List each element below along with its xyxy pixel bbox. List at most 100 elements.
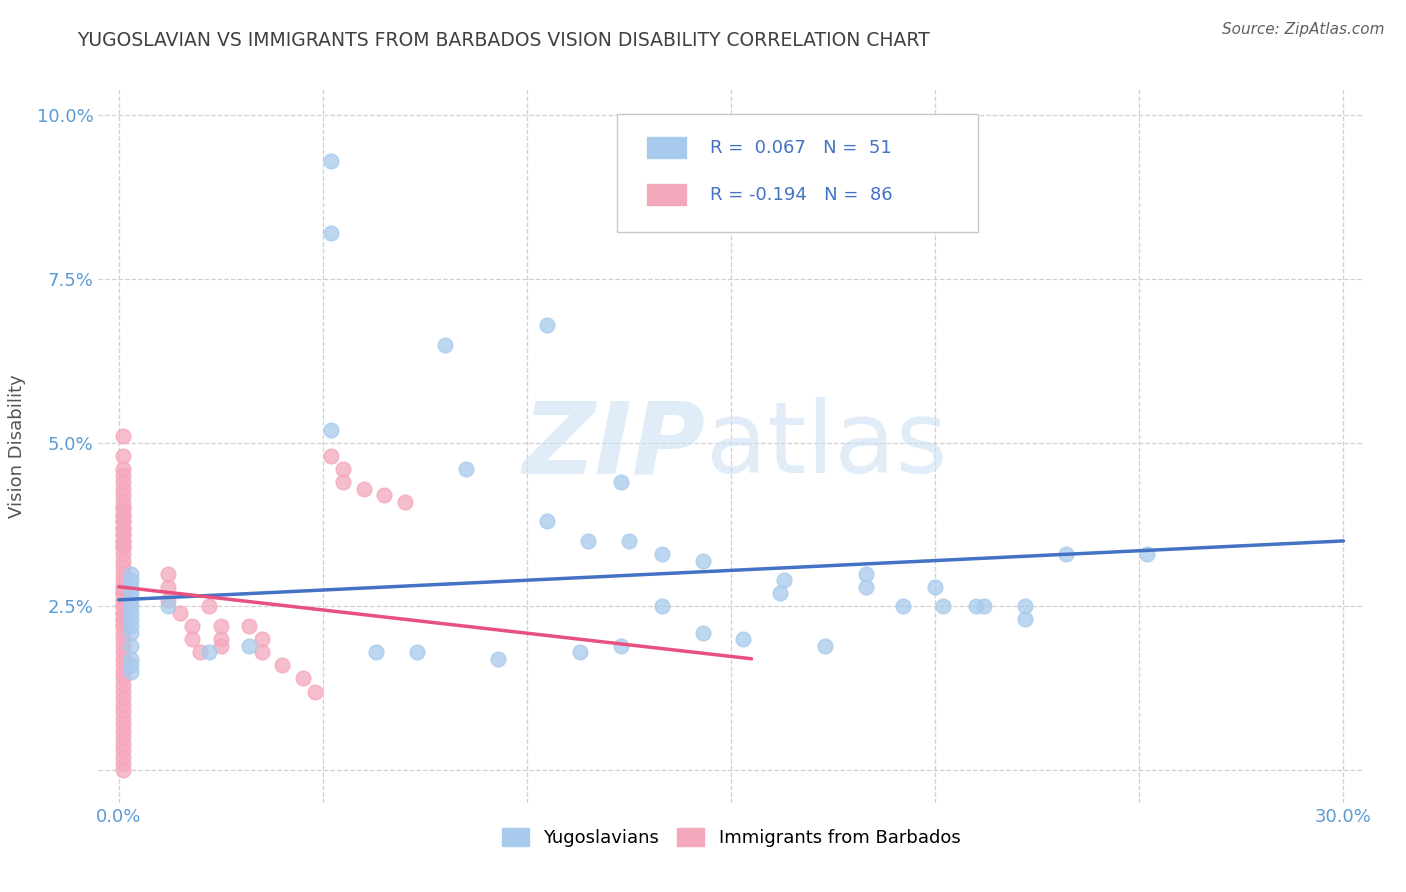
- Point: [769, 586, 792, 600]
- Point: [111, 612, 134, 626]
- Point: [405, 645, 427, 659]
- Point: [932, 599, 955, 614]
- Point: [891, 599, 914, 614]
- Point: [111, 599, 134, 614]
- Point: [238, 619, 260, 633]
- Text: R =  0.067   N =  51: R = 0.067 N = 51: [710, 139, 891, 157]
- Point: [651, 547, 673, 561]
- Point: [692, 553, 714, 567]
- Point: [610, 475, 633, 489]
- Point: [111, 566, 134, 581]
- Point: [111, 475, 134, 489]
- Point: [120, 619, 142, 633]
- Point: [111, 521, 134, 535]
- Point: [250, 645, 273, 659]
- Point: [617, 533, 640, 548]
- Point: [111, 704, 134, 718]
- Point: [111, 508, 134, 522]
- Point: [111, 711, 134, 725]
- Point: [319, 423, 342, 437]
- Point: [364, 645, 387, 659]
- Point: [111, 429, 134, 443]
- Point: [111, 632, 134, 647]
- Point: [855, 566, 877, 581]
- Point: [111, 541, 134, 555]
- Point: [111, 599, 134, 614]
- Point: [181, 619, 204, 633]
- Point: [111, 462, 134, 476]
- Point: [111, 533, 134, 548]
- Point: [111, 580, 134, 594]
- Point: [111, 743, 134, 757]
- Point: [120, 592, 142, 607]
- Point: [111, 547, 134, 561]
- Point: [111, 731, 134, 745]
- Point: [120, 580, 142, 594]
- Point: [111, 750, 134, 764]
- Legend: Yugoslavians, Immigrants from Barbados: Yugoslavians, Immigrants from Barbados: [495, 822, 967, 855]
- Point: [488, 652, 510, 666]
- Text: ZIP: ZIP: [523, 398, 706, 494]
- Point: [111, 665, 134, 679]
- Point: [111, 527, 134, 541]
- Point: [111, 586, 134, 600]
- Point: [120, 612, 142, 626]
- Point: [111, 678, 134, 692]
- Point: [111, 652, 134, 666]
- Point: [855, 580, 877, 594]
- Point: [181, 632, 204, 647]
- Point: [120, 625, 142, 640]
- Point: [111, 645, 134, 659]
- Point: [111, 592, 134, 607]
- Point: [111, 488, 134, 502]
- Point: [271, 658, 294, 673]
- Point: [973, 599, 995, 614]
- Point: [111, 494, 134, 508]
- Text: R = -0.194   N =  86: R = -0.194 N = 86: [710, 186, 893, 203]
- Point: [156, 566, 179, 581]
- Point: [111, 514, 134, 528]
- Point: [111, 527, 134, 541]
- Point: [304, 684, 326, 698]
- Point: [1014, 612, 1036, 626]
- Point: [111, 672, 134, 686]
- Point: [773, 573, 796, 587]
- Point: [120, 586, 142, 600]
- Point: [111, 533, 134, 548]
- Point: [111, 573, 134, 587]
- Point: [111, 501, 134, 516]
- Point: [373, 488, 395, 502]
- Point: [111, 625, 134, 640]
- Point: [169, 606, 191, 620]
- Point: [111, 508, 134, 522]
- Point: [120, 566, 142, 581]
- Point: [111, 514, 134, 528]
- Point: [394, 494, 416, 508]
- Point: [120, 639, 142, 653]
- Point: [111, 553, 134, 567]
- Point: [536, 318, 558, 332]
- FancyBboxPatch shape: [617, 114, 979, 232]
- Point: [197, 645, 219, 659]
- Point: [197, 599, 219, 614]
- Point: [111, 449, 134, 463]
- Point: [209, 639, 232, 653]
- Point: [924, 580, 946, 594]
- Point: [111, 592, 134, 607]
- Point: [692, 625, 714, 640]
- Point: [156, 580, 179, 594]
- Point: [353, 482, 375, 496]
- Point: [319, 449, 342, 463]
- Point: [111, 501, 134, 516]
- Point: [454, 462, 477, 476]
- Point: [250, 632, 273, 647]
- Point: [1014, 599, 1036, 614]
- Point: [120, 606, 142, 620]
- Point: [111, 639, 134, 653]
- Point: [651, 599, 673, 614]
- Point: [111, 756, 134, 771]
- Point: [120, 573, 142, 587]
- Point: [332, 475, 354, 489]
- Text: atlas: atlas: [706, 398, 948, 494]
- Point: [120, 658, 142, 673]
